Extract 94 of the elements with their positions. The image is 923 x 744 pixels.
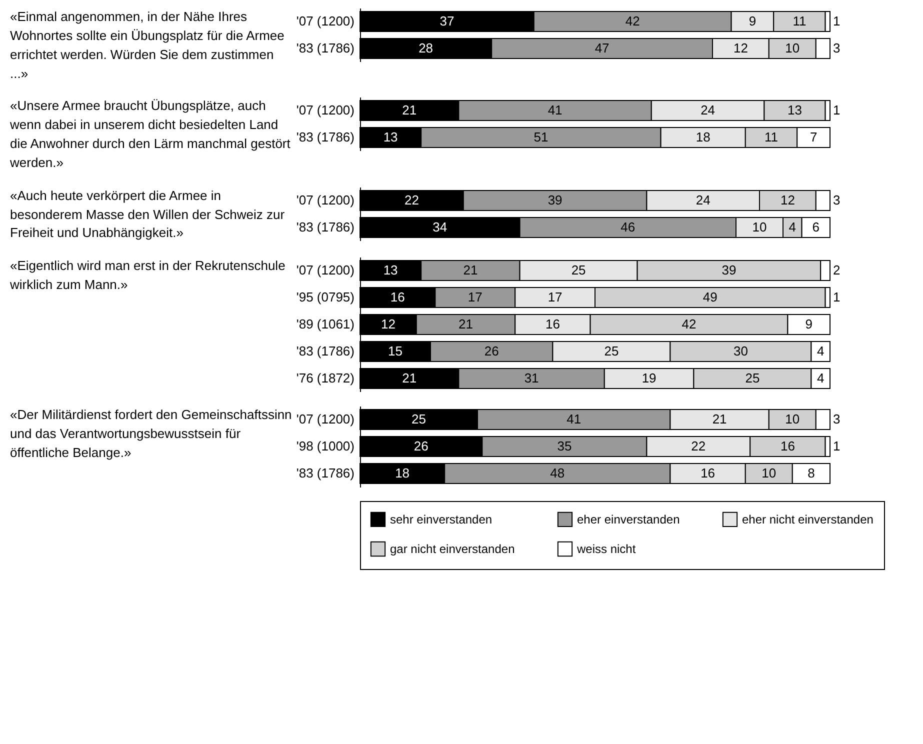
text: «Auch heute verkörpert die Armee in besonderem Masse den Willen der Schweiz zur Freiheit und Unabhängigkeit.» [10,186,286,242]
data-label: 42 [682,316,696,332]
y-tick-label: '83 (1786) [296,130,354,145]
data-label: 51 [534,130,548,145]
data-label: 24 [696,192,710,208]
data-label: 30 [733,344,748,359]
data-label: 10 [785,412,800,427]
data-label: 17 [548,290,562,305]
text: «Der Militärdienst fordert den Gemeinschaftssinn und das Verantwortungsbewusstsein für öffentliche Belange.» [10,406,293,462]
data-label: 34 [432,219,448,234]
data-label: 22 [404,192,419,208]
data-label: 39 [548,192,562,208]
data-label: 13 [383,130,398,145]
data-label: 3 [833,40,840,56]
y-tick-label: '83 (1786) [296,219,354,234]
data-label: 46 [620,219,636,234]
data-label: 9 [805,316,812,332]
data-label: 13 [788,102,802,118]
data-label: 18 [395,466,410,481]
y-tick-label: '07 (1200) [296,102,354,118]
data-label: 25 [571,262,586,278]
y-tick-label: '07 (1200) [296,14,354,28]
data-label: 31 [524,370,539,386]
y-tick-label: '89 (1061) [296,316,354,332]
data-label: 16 [390,290,405,305]
data-label: 11 [792,14,806,28]
data-label: 12 [733,40,748,56]
data-label: 21 [402,102,417,118]
y-tick-label: '76 (1872) [296,370,354,386]
data-label: 13 [383,262,398,278]
legend-label: eher nicht einverstanden [742,512,874,527]
data-label: 1 [833,14,840,28]
data-label: 18 [696,130,710,145]
data-label: 9 [748,14,756,28]
legend-label: gar nicht einverstanden [390,542,515,556]
y-tick-label: '07 (1200) [296,412,354,427]
text: «Unsere Armee braucht Übungsplätze, auch wenn dabei in unserem dicht besiedelten Land die Anwohner durch den Lärm manchmal gestört werden.» [10,97,292,172]
data-label: 47 [594,40,610,56]
data-label: 4 [816,370,824,386]
data-label: 16 [700,466,716,481]
y-tick-label: '07 (1200) [296,192,354,208]
data-label: 41 [548,102,562,118]
data-label: 3 [833,192,840,208]
data-label: 17 [468,290,482,305]
data-label: 49 [702,290,718,305]
y-tick-label: '83 (1786) [296,344,354,359]
data-label: 42 [625,14,640,28]
data-label: 21 [402,370,417,386]
data-label: 21 [463,262,478,278]
data-label: 37 [440,14,454,28]
data-label: 3 [833,412,840,427]
data-label: 41 [566,412,582,427]
y-tick-label: '83 (1786) [296,466,354,481]
y-tick-label: '95 (0795) [296,290,354,305]
data-label: 39 [722,262,736,278]
data-label: 26 [484,344,499,359]
data-label: 2 [833,262,840,278]
legend-label: weiss nicht [576,542,636,556]
data-label: 10 [752,219,767,234]
data-label: 7 [810,130,818,145]
data-label: 16 [780,438,795,454]
data-label: 1 [833,102,840,118]
text: «Einmal angenommen, in der Nähe Ihres Wohnortes sollte ein Übungsplatz für die Armee errichtet werden. Würden Sie dem zustimmen ...» [10,8,286,83]
data-label: 4 [816,344,824,359]
data-label: 12 [780,192,795,208]
data-label: 15 [388,344,402,359]
data-label: 11 [764,130,778,145]
data-label: 26 [414,438,428,454]
data-label: 10 [785,40,800,56]
data-label: 22 [691,438,706,454]
legend-label: sehr einverstanden [390,512,492,527]
y-tick-label: '83 (1786) [296,40,354,56]
data-label: 12 [380,316,396,332]
data-label: 19 [642,370,656,386]
data-label: 25 [604,344,619,359]
data-label: 21 [712,412,727,427]
data-label: 25 [745,370,760,386]
data-label: 1 [833,290,840,305]
data-label: 16 [545,316,560,332]
data-label: 25 [412,412,426,427]
data-label: 28 [418,40,434,56]
data-label: 21 [458,316,473,332]
data-label: 4 [788,219,796,234]
data-label: 24 [700,102,716,118]
data-label: 10 [762,466,776,481]
data-label: 35 [557,438,572,454]
text: «Eigentlich wird man erst in der Rekrutenschule wirklich zum Mann.» [10,257,286,294]
y-tick-label: '07 (1200) [296,262,354,278]
data-label: 8 [808,466,815,481]
legend-label: eher einverstanden [577,512,680,527]
data-label: 48 [550,466,565,481]
data-label: 6 [812,219,820,234]
y-tick-label: '98 (1000) [296,438,354,454]
data-label: 1 [833,438,840,454]
